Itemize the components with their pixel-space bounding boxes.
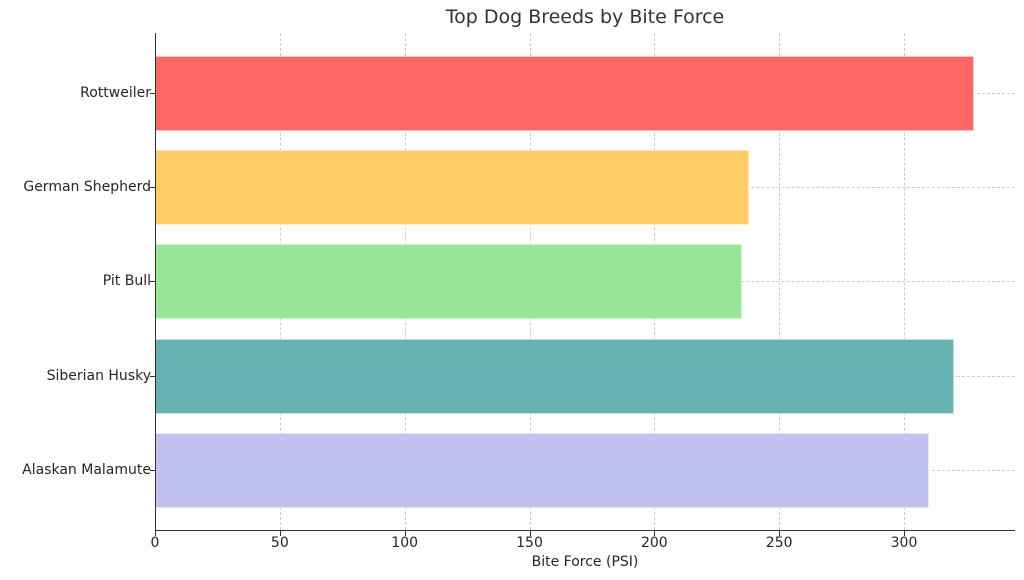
y-tick xyxy=(150,93,155,94)
x-tick xyxy=(779,531,781,536)
y-tick-label: Alaskan Malamute xyxy=(22,462,151,478)
bar-siberian-husky xyxy=(155,338,954,414)
x-tick-label: 0 xyxy=(150,535,160,551)
y-tick xyxy=(150,281,155,282)
y-tick-label: Rottweiler xyxy=(80,85,151,101)
x-tick xyxy=(279,531,281,536)
chart-title: Top Dog Breeds by Bite Force xyxy=(445,6,725,28)
bar-pit-bull xyxy=(155,243,742,319)
y-axis-line xyxy=(155,33,157,531)
x-axis-title: Bite Force (PSI) xyxy=(531,554,639,570)
x-tick xyxy=(529,531,531,536)
x-tick-label: 100 xyxy=(391,535,419,551)
x-tick xyxy=(155,531,156,536)
x-tick-label: 300 xyxy=(890,535,918,551)
y-tick xyxy=(150,376,155,377)
x-tick xyxy=(654,531,656,536)
bar-rottweiler xyxy=(155,55,974,131)
bar-german-shepherd xyxy=(155,149,750,225)
y-tick-label: Siberian Husky xyxy=(46,368,151,384)
x-tick xyxy=(404,531,406,536)
x-tick-label: 200 xyxy=(640,535,668,551)
x-tick-label: 150 xyxy=(516,535,543,551)
x-tick-label: 250 xyxy=(765,535,793,551)
y-tick-label: German Shepherd xyxy=(23,179,151,195)
y-tick xyxy=(150,470,155,471)
y-tick xyxy=(150,187,155,188)
x-axis-line xyxy=(155,530,1015,532)
x-tick-label: 50 xyxy=(270,535,289,551)
y-tick-label: Pit Bull xyxy=(102,273,151,289)
x-tick xyxy=(904,531,905,536)
bar-alaskan-malamute xyxy=(155,432,929,508)
